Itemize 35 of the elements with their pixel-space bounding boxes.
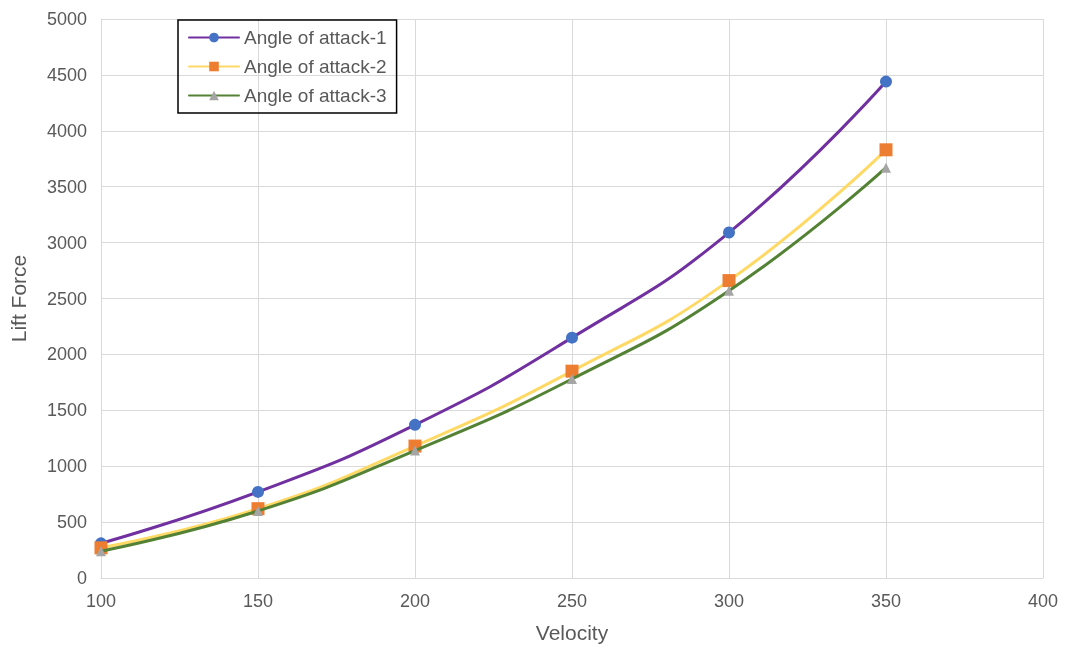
- legend-label: Angle of attack-2: [244, 56, 387, 77]
- y-tick-label: 3000: [46, 232, 87, 253]
- x-tick-label: 100: [85, 591, 117, 611]
- point: [409, 418, 421, 431]
- point: [96, 546, 106, 557]
- y-tick-label: 2500: [46, 288, 87, 309]
- y-tick-label: 0: [76, 568, 87, 588]
- x-tick-label: 400: [1027, 591, 1059, 611]
- y-tick-label: 1000: [46, 456, 87, 477]
- x-tick-label: 200: [399, 591, 431, 611]
- legend-label: Angle of attack-1: [244, 27, 387, 48]
- point: [567, 374, 577, 384]
- legend-label: Angle of attack-3: [244, 85, 387, 106]
- point: [881, 162, 891, 173]
- x-tick-label: 350: [870, 591, 902, 611]
- y-tick-label: 2000: [46, 344, 87, 365]
- point: [410, 445, 420, 456]
- y-tick-label: 500: [56, 512, 87, 533]
- x-tick-label: 150: [242, 591, 274, 611]
- point: [252, 485, 264, 498]
- point: [880, 75, 892, 88]
- point: [722, 274, 736, 288]
- point: [566, 331, 578, 344]
- x-tick-label: 300: [713, 591, 745, 611]
- point: [879, 143, 893, 157]
- y-tick-label: 4000: [46, 120, 87, 141]
- x-axis-title: Velocity: [535, 621, 609, 644]
- x-tick-label: 250: [556, 591, 588, 611]
- y-axis-title: Lift Force: [7, 254, 30, 343]
- point: [723, 226, 735, 239]
- y-tick-label: 3500: [46, 176, 87, 197]
- y-tick-label: 4500: [46, 64, 87, 85]
- point: [724, 285, 734, 296]
- y-tick-label: 5000: [46, 9, 87, 29]
- y-tick-label: 1500: [46, 400, 87, 421]
